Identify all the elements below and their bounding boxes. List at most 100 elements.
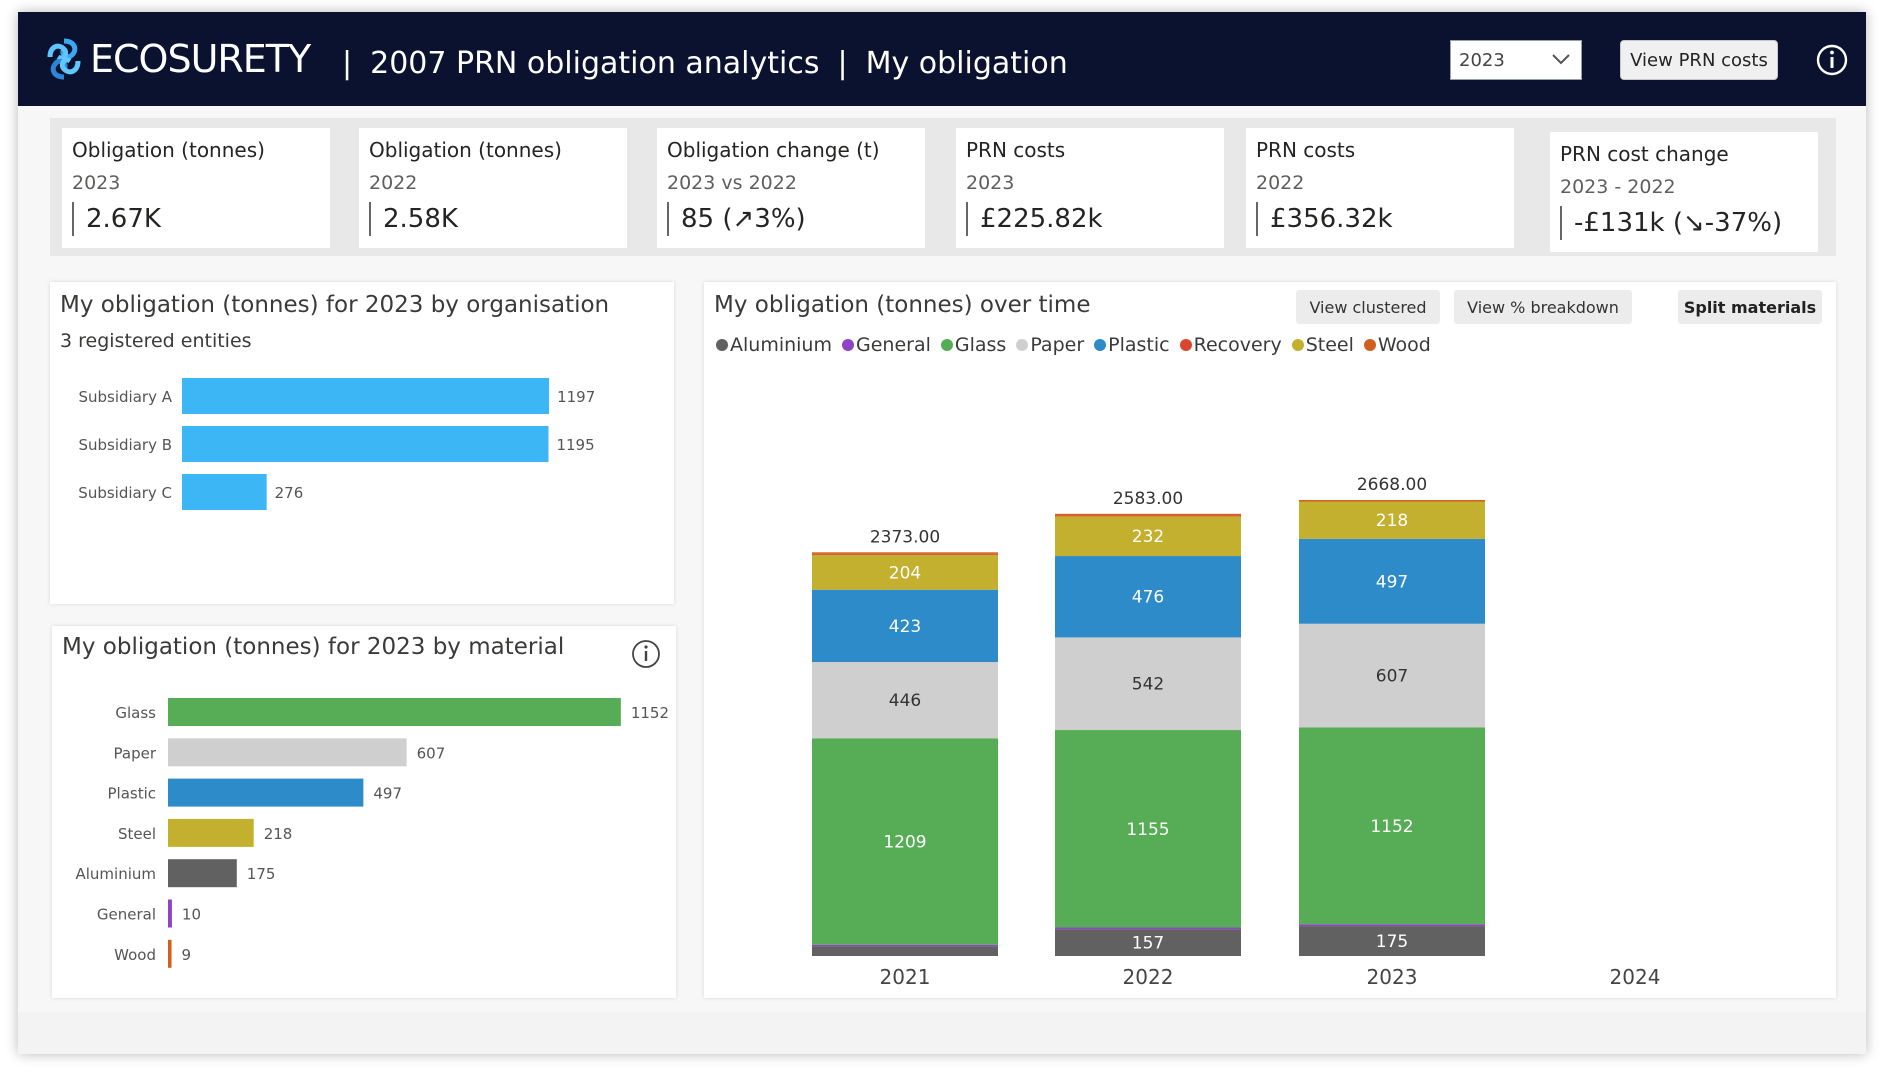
kpi-subtitle: 2023 vs 2022 xyxy=(667,172,797,194)
kpi-value: £225.82k xyxy=(966,202,1224,236)
segment-label: 446 xyxy=(889,691,921,711)
legend-item[interactable]: Steel xyxy=(1291,334,1354,356)
report-title: | 2007 PRN obligation analytics | My obl… xyxy=(324,46,1068,81)
kpi-strip: Obligation (tonnes) 2023 2.67K Obligatio… xyxy=(50,118,1836,256)
view-prn-costs-button[interactable]: View PRN costs xyxy=(1620,40,1778,80)
year-dropdown[interactable]: 2023 xyxy=(1450,40,1582,80)
stack-segment-plastic xyxy=(1055,556,1241,638)
x-tick-label: 2021 xyxy=(880,965,931,989)
legend-item[interactable]: Aluminium xyxy=(716,334,832,356)
stack-segment-glass xyxy=(1299,727,1485,925)
segment-label: 423 xyxy=(889,617,921,637)
stack-segment-aluminium xyxy=(812,946,998,956)
org-chart-title: My obligation (tonnes) for 2023 by organ… xyxy=(60,292,610,318)
stack-segment-general xyxy=(1055,927,1241,930)
split-materials-button[interactable]: Split materials xyxy=(1678,290,1822,324)
over-time-chart-panel: My obligation (tonnes) over time View cl… xyxy=(704,282,1836,998)
stack-segment-steel xyxy=(812,554,998,590)
report-name: 2007 PRN obligation analytics xyxy=(370,46,820,81)
legend-item[interactable]: Plastic xyxy=(1094,334,1170,356)
segment-label: 204 xyxy=(889,563,921,583)
segment-label: 157 xyxy=(1132,934,1164,954)
bar xyxy=(168,818,254,847)
kpi-title: PRN costs xyxy=(966,138,1066,162)
kpi-title: PRN costs xyxy=(1256,138,1356,162)
page-name: My obligation xyxy=(865,46,1068,81)
category-label: Wood xyxy=(114,946,156,964)
legend-swatch xyxy=(1179,339,1192,351)
info-icon[interactable] xyxy=(630,638,662,670)
kpi-subtitle: 2022 xyxy=(369,172,418,194)
stack-segment-paper xyxy=(812,662,998,739)
bar xyxy=(182,426,549,462)
kpi-card: PRN cost change 2023 - 2022 -£131k (↘-37… xyxy=(1550,132,1818,252)
dashboard-frame: ECOSURETY | 2007 PRN obligation analytic… xyxy=(18,12,1866,1054)
segment-label: 1209 xyxy=(883,833,926,853)
category-label: Steel xyxy=(118,825,156,843)
stack-segment-steel xyxy=(1055,516,1241,557)
stack-segment-glass xyxy=(812,738,998,945)
data-label: 9 xyxy=(182,946,192,964)
category-label: Paper xyxy=(114,744,157,762)
data-label: 607 xyxy=(417,744,446,762)
segment-label: 232 xyxy=(1132,527,1164,547)
kpi-subtitle: 2023 xyxy=(72,172,121,194)
legend-item[interactable]: Recovery xyxy=(1179,334,1282,356)
stack-segment-glass xyxy=(1055,730,1241,928)
stack-segment-paper xyxy=(1055,637,1241,731)
over-time-chart-title: My obligation (tonnes) over time xyxy=(714,292,1091,318)
chart-legend: Aluminium General Glass Paper Plastic Re… xyxy=(716,334,1431,356)
segment-label: 1155 xyxy=(1126,820,1169,840)
segment-label: 218 xyxy=(1376,511,1408,531)
kpi-value: £356.32k xyxy=(1256,202,1514,236)
x-tick-label: 2024 xyxy=(1610,965,1661,989)
total-label: 2373.00 xyxy=(870,527,940,547)
category-label: Subsidiary A xyxy=(79,388,173,406)
legend-item[interactable]: General xyxy=(841,334,931,356)
legend-swatch xyxy=(841,339,854,351)
view-clustered-button[interactable]: View clustered xyxy=(1296,290,1440,324)
legend-swatch xyxy=(1016,339,1029,351)
kpi-value: -£131k (↘-37%) xyxy=(1560,206,1818,240)
kpi-card: Obligation (tonnes) 2023 2.67K xyxy=(62,128,330,248)
info-icon[interactable] xyxy=(1815,43,1849,77)
legend-item[interactable]: Paper xyxy=(1016,334,1084,356)
data-label: 1195 xyxy=(556,436,594,454)
kpi-subtitle: 2023 - 2022 xyxy=(1560,176,1676,198)
legend-label: Glass xyxy=(954,334,1007,356)
view-percent-breakdown-button[interactable]: View % breakdown xyxy=(1454,290,1632,324)
kpi-title: Obligation change (t) xyxy=(667,138,880,162)
kpi-value: 2.67K xyxy=(72,202,330,236)
total-label: 2668.00 xyxy=(1357,475,1427,495)
material-chart-title: My obligation (tonnes) for 2023 by mater… xyxy=(62,634,565,660)
legend-item[interactable]: Glass xyxy=(940,334,1007,356)
legend-swatch xyxy=(1094,339,1107,351)
bar xyxy=(168,859,237,888)
category-label: General xyxy=(97,906,156,924)
stack-segment-general xyxy=(1299,924,1485,927)
stack-segment-plastic xyxy=(812,589,998,663)
segment-label: 542 xyxy=(1132,675,1164,695)
bar xyxy=(168,899,172,928)
data-label: 497 xyxy=(373,785,402,803)
legend-label: Paper xyxy=(1030,334,1085,356)
kpi-card: Obligation (tonnes) 2022 2.58K xyxy=(359,128,627,248)
stack-segment-general xyxy=(812,944,998,947)
segment-label: 175 xyxy=(1376,932,1408,952)
title-separator: | xyxy=(342,46,353,81)
material-bar-chart: Glass 1152 Paper 607 Plastic 497 Steel 218 Alumi… xyxy=(75,698,669,968)
kpi-card: PRN costs 2023 £225.82k xyxy=(956,128,1224,248)
bar xyxy=(168,939,172,968)
stack-segment-steel xyxy=(1299,501,1485,539)
kpi-subtitle: 2023 xyxy=(966,172,1015,194)
stack-segment-wood xyxy=(812,552,998,554)
year-dropdown-value: 2023 xyxy=(1459,49,1505,71)
brand-name: ECOSURETY xyxy=(90,37,311,81)
category-label: Glass xyxy=(115,704,156,722)
ecosurety-swirl-icon xyxy=(47,38,81,80)
kpi-subtitle: 2022 xyxy=(1256,172,1305,194)
legend-item[interactable]: Wood xyxy=(1363,334,1431,356)
footer-strip xyxy=(18,1012,1866,1054)
org-chart-panel: My obligation (tonnes) for 2023 by organ… xyxy=(50,282,674,604)
bar xyxy=(168,778,364,807)
